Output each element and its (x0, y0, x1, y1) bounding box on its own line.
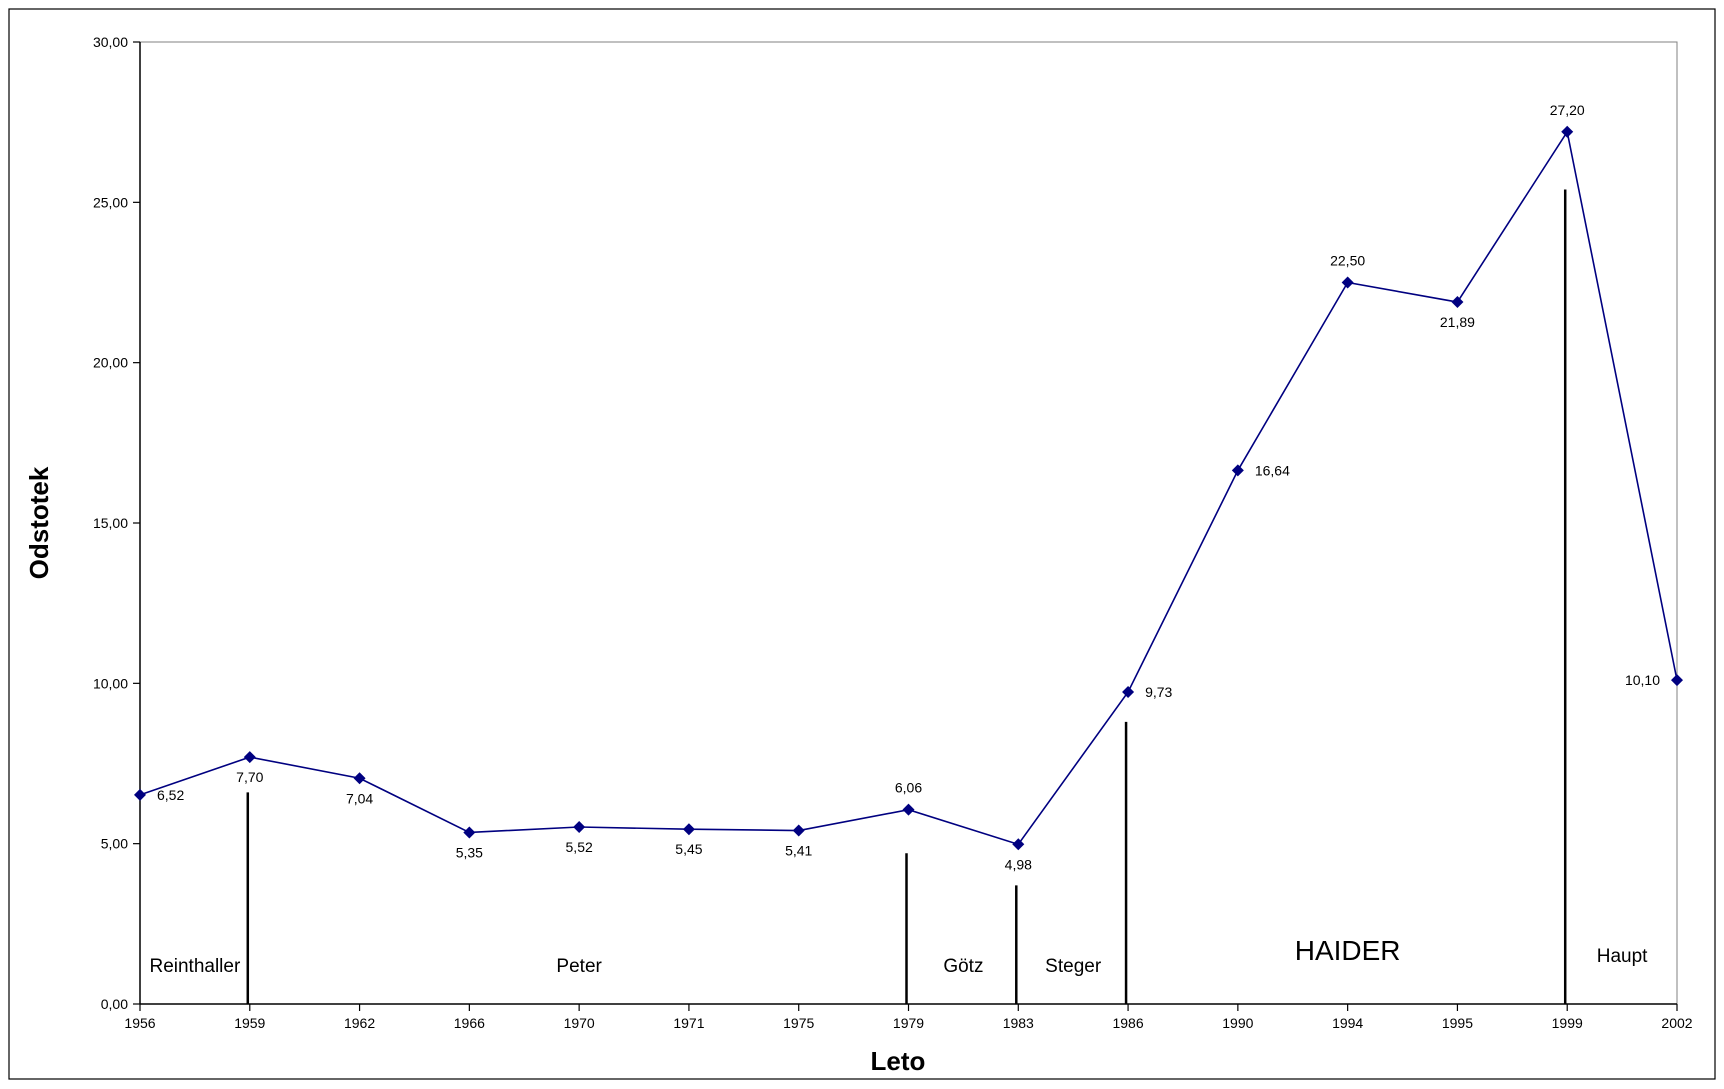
y-ticks: 0,00 5,00 10,00 15,00 20,00 25,00 30,00 (93, 34, 140, 1012)
x-tick-label: 1971 (673, 1015, 704, 1031)
data-point-marker (1561, 125, 1574, 138)
data-point-marker (1231, 464, 1244, 477)
data-label: 10,10 (1625, 672, 1660, 688)
x-tick-label: 1970 (564, 1015, 595, 1031)
data-labels: 6,52 7,70 7,04 5,35 5,52 5,45 5,41 6,06 4,98 9,73… (157, 102, 1660, 873)
data-point-marker (134, 788, 146, 801)
data-label: 7,04 (346, 790, 373, 806)
data-point-marker (1012, 838, 1025, 851)
data-label: 7,70 (236, 769, 263, 785)
leader-separators (246, 189, 1567, 1004)
data-point-marker (1671, 674, 1683, 687)
data-label: 9,73 (1145, 684, 1172, 700)
data-point-marker (243, 751, 256, 764)
data-label: 6,52 (157, 787, 184, 803)
x-tick-label: 1962 (344, 1015, 375, 1031)
data-label: 27,20 (1550, 102, 1585, 118)
data-point-marker (1341, 276, 1354, 289)
x-tick-label: 1983 (1003, 1015, 1034, 1031)
x-tick-label: 1990 (1222, 1015, 1253, 1031)
data-point-marker (353, 772, 366, 785)
x-axis-title: Leto (871, 1046, 926, 1076)
leader-period-label: Steger (1045, 956, 1102, 977)
plot-area (139, 41, 1678, 1005)
series-group (134, 125, 1683, 851)
data-label: 4,98 (1005, 856, 1032, 872)
y-tick-label: 5,00 (101, 836, 128, 852)
x-tick-label: 1995 (1442, 1015, 1473, 1031)
y-axis-title: Odstotek (24, 466, 54, 579)
data-label: 22,50 (1330, 253, 1365, 269)
x-ticks: 1956 1959 1962 1966 1970 1971 1975 1979 1983 1986… (124, 1004, 1693, 1031)
leader-period-label: Peter (556, 956, 602, 977)
data-label: 5,35 (456, 844, 483, 860)
data-point-marker (902, 803, 915, 816)
data-label: 6,06 (895, 780, 922, 796)
leader-periods: Reinthaller Peter Götz Steger HAIDER Haupt (149, 935, 1648, 977)
x-tick-label: 1966 (454, 1015, 485, 1031)
x-tick-label: 2002 (1661, 1015, 1692, 1031)
data-point-marker (463, 826, 476, 839)
x-tick-label: 1994 (1332, 1015, 1363, 1031)
y-tick-label: 10,00 (93, 675, 128, 691)
y-tick-label: 20,00 (93, 355, 128, 371)
y-tick-label: 0,00 (101, 996, 128, 1012)
leader-period-label: Götz (943, 956, 983, 977)
data-label: 5,41 (785, 843, 812, 859)
leader-period-label: Reinthaller (149, 956, 240, 977)
leader-period-label: HAIDER (1295, 935, 1401, 966)
data-point-marker (1122, 685, 1135, 698)
data-label: 21,89 (1440, 314, 1475, 330)
x-tick-label: 1999 (1552, 1015, 1583, 1031)
x-tick-label: 1975 (783, 1015, 814, 1031)
x-tick-label: 1986 (1112, 1015, 1143, 1031)
data-label: 16,64 (1255, 462, 1290, 478)
x-tick-label: 1956 (124, 1015, 155, 1031)
data-point-marker (682, 823, 695, 836)
x-tick-label: 1979 (893, 1015, 924, 1031)
data-label: 5,52 (566, 839, 593, 855)
data-point-marker (1451, 296, 1464, 309)
y-tick-label: 30,00 (93, 34, 128, 50)
data-label: 5,45 (675, 841, 702, 857)
leader-period-label: Haupt (1597, 946, 1648, 967)
data-point-marker (792, 824, 805, 837)
data-point-marker (573, 820, 586, 833)
y-tick-label: 15,00 (93, 515, 128, 531)
y-tick-label: 25,00 (93, 194, 128, 210)
x-tick-label: 1959 (234, 1015, 265, 1031)
